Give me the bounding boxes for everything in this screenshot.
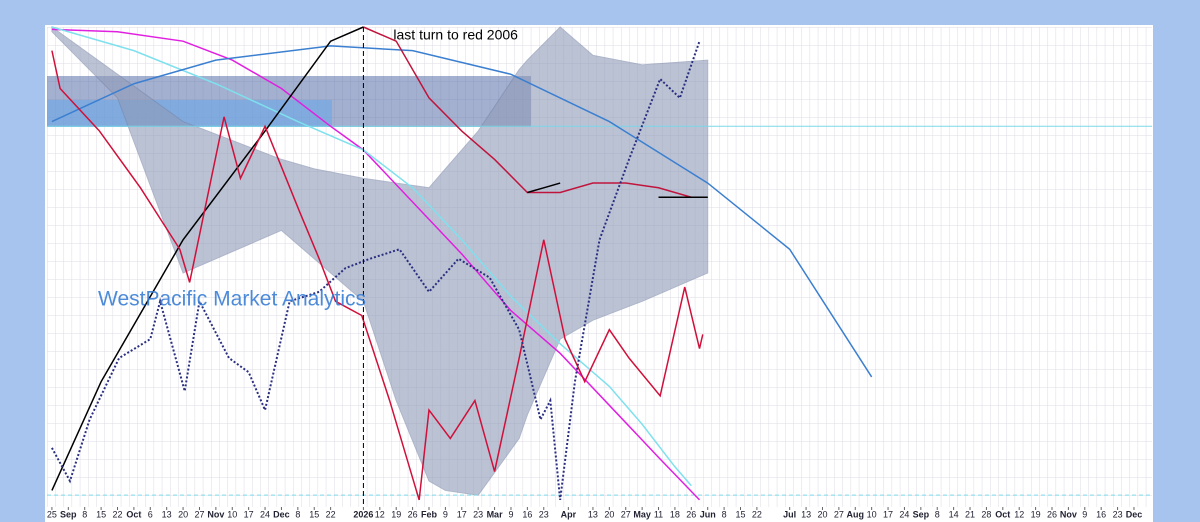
series-line [363, 26, 708, 198]
x-tick-label: 12 [1014, 509, 1024, 519]
x-tick-label: 23 [539, 509, 549, 519]
x-tick-label: 21 [965, 509, 975, 519]
x-tick-label: Oct [126, 509, 141, 519]
x-tick-label: Jun [700, 509, 716, 519]
x-tick-label: May [633, 509, 651, 519]
x-tick-label: 6 [148, 509, 153, 519]
x-tick-label: 8 [82, 509, 87, 519]
x-tick-label: Aug [847, 509, 865, 519]
x-tick-label: 26 [686, 509, 696, 519]
x-tick-label: 16 [1096, 509, 1106, 519]
x-tick-label: 15 [96, 509, 106, 519]
x-tick-label: 27 [834, 509, 844, 519]
series-line [51, 50, 704, 501]
plot-layer: last turn to red 2006 WestPacific Market … [47, 26, 1152, 519]
x-tick-label: Sep [913, 509, 930, 519]
x-tick-label: Sep [60, 509, 77, 519]
annotation-text: last turn to red 2006 [393, 27, 518, 43]
x-tick-label: 15 [309, 509, 319, 519]
series-line [51, 45, 873, 378]
x-tick-label: Dec [1126, 509, 1143, 519]
x-tick-label: 19 [1031, 509, 1041, 519]
x-tick-label: Jul [783, 509, 796, 519]
x-tick-label: 22 [752, 509, 762, 519]
x-tick-label: 26 [1047, 509, 1057, 519]
x-tick-label: 17 [244, 509, 254, 519]
watermark: WestPacific Market Analytics [98, 288, 366, 311]
x-tick-label: 27 [194, 509, 204, 519]
x-tick-label: 9 [1082, 509, 1087, 519]
x-tick-label: 8 [722, 509, 727, 519]
x-tick-label: Mar [487, 509, 504, 519]
x-tick-label: 10 [867, 509, 877, 519]
x-tick-label: 27 [621, 509, 631, 519]
x-tick-label: 18 [670, 509, 680, 519]
x-tick-label: 22 [326, 509, 336, 519]
x-tick-label: 11 [654, 509, 663, 519]
x-tick-label: 9 [443, 509, 448, 519]
x-tick-label: 10 [227, 509, 237, 519]
x-tick-label: 8 [295, 509, 300, 519]
x-tick-label: 20 [178, 509, 188, 519]
x-tick-label: 16 [522, 509, 532, 519]
x-tick-label: 24 [260, 509, 270, 519]
x-tick-label: 20 [604, 509, 614, 519]
x-tick-label: 23 [1113, 509, 1123, 519]
x-tick-label: 25 [47, 509, 57, 519]
x-tick-label: 13 [801, 509, 811, 519]
x-tick-label: 20 [817, 509, 827, 519]
x-tick-label: 9 [508, 509, 513, 519]
x-tick-label: 28 [981, 509, 991, 519]
x-tick-label: 8 [935, 509, 940, 519]
x-tick-label: Feb [421, 509, 438, 519]
series-line [51, 26, 692, 487]
x-tick-label: Dec [273, 509, 290, 519]
series-line [51, 26, 708, 491]
x-tick-label: 22 [112, 509, 122, 519]
x-tick-label: Oct [995, 509, 1010, 519]
x-tick-label: 19 [391, 509, 401, 519]
x-tick-label: 17 [883, 509, 893, 519]
series-line [51, 28, 701, 501]
x-tick-label: Nov [1060, 509, 1077, 519]
band-area [51, 26, 709, 496]
x-tick-label: 13 [588, 509, 598, 519]
x-tick-label: 24 [899, 509, 909, 519]
x-tick-label: Apr [561, 509, 577, 519]
x-tick-label: 26 [408, 509, 418, 519]
x-tick-label: 14 [949, 509, 959, 519]
x-tick-label: 13 [162, 509, 172, 519]
x-tick-label: 23 [473, 509, 483, 519]
x-tick-label: 17 [457, 509, 467, 519]
series-line [51, 40, 701, 501]
x-tick-label: Nov [207, 509, 224, 519]
x-tick-label: 2026 [353, 509, 373, 519]
x-tick-label: 15 [735, 509, 745, 519]
x-tick-label: 12 [375, 509, 385, 519]
